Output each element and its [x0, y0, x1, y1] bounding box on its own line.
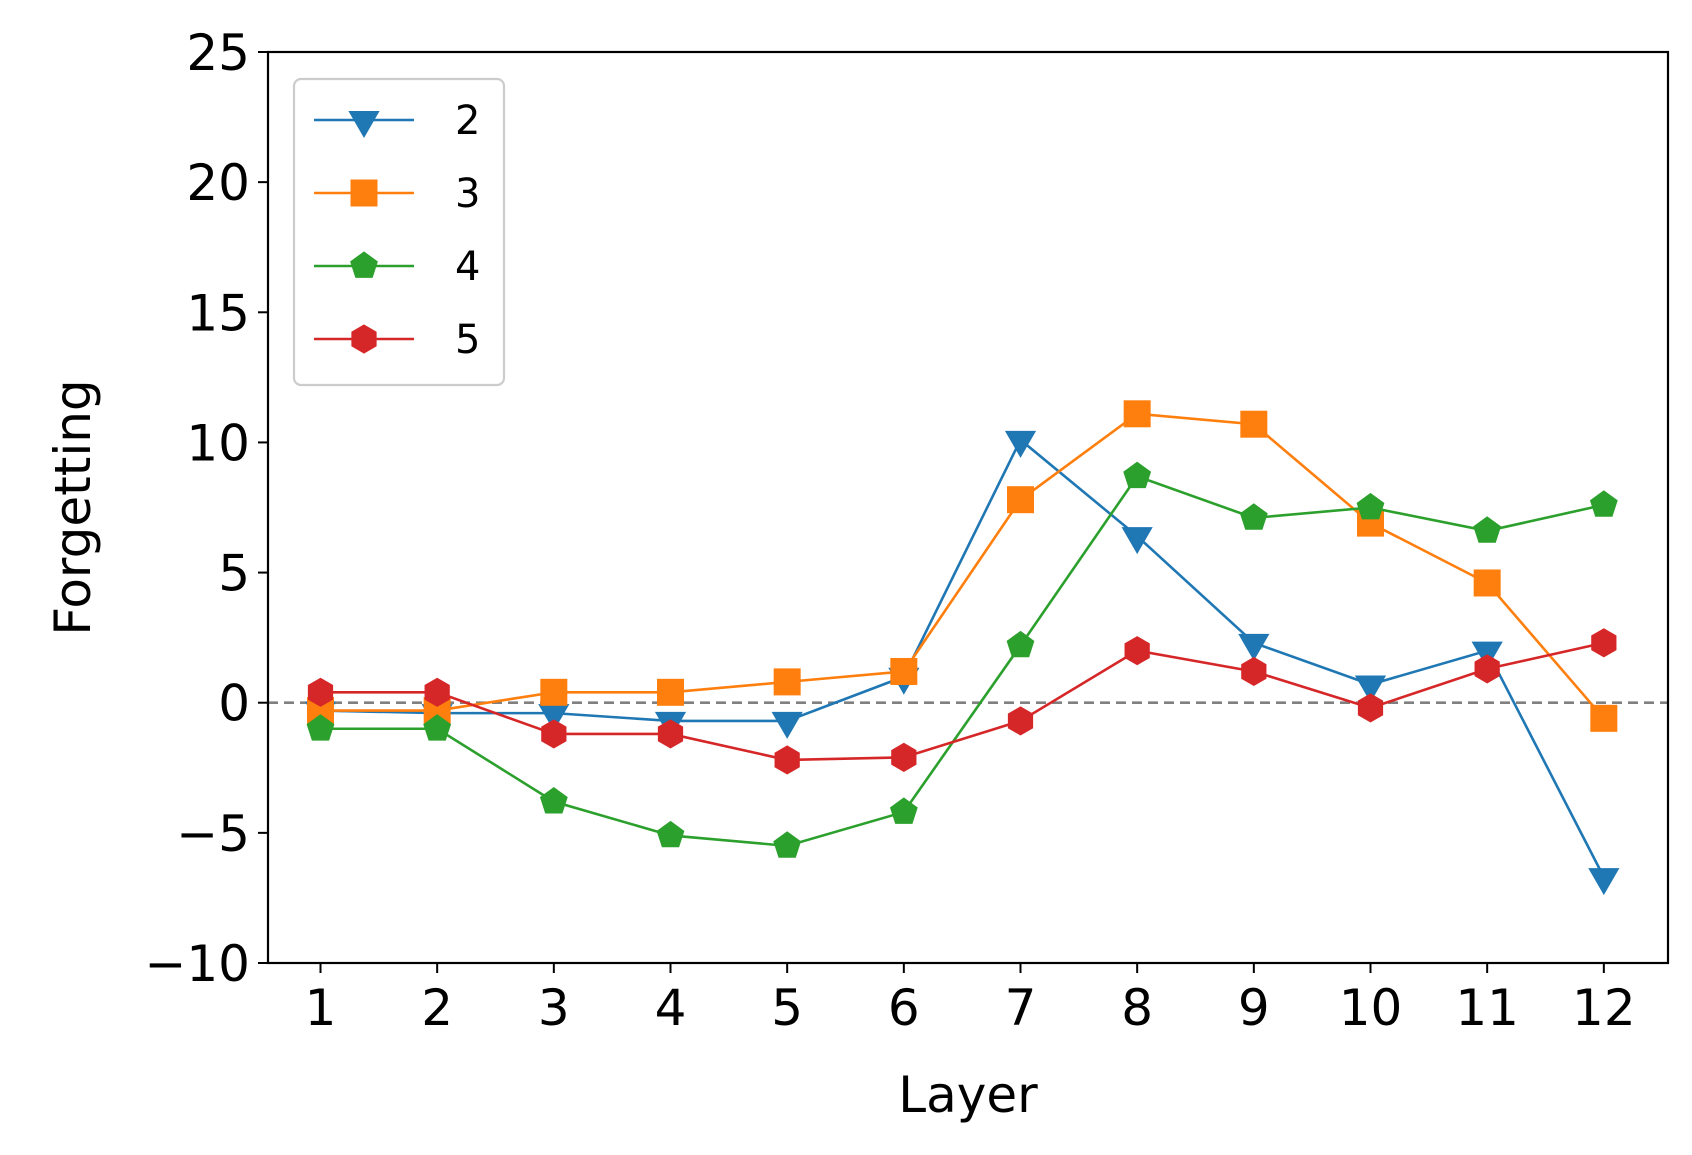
- data-point-series-4: [306, 714, 335, 741]
- legend-item-2: 2: [314, 98, 480, 144]
- x-tick-label: 11: [1455, 979, 1519, 1037]
- legend-marker: [351, 324, 377, 354]
- data-point-series-4: [1123, 461, 1152, 489]
- legend: 2 3 4 5: [292, 77, 506, 387]
- series-2: [304, 430, 1620, 896]
- legend-marker: [348, 111, 380, 139]
- x-axis-label: Layer: [898, 1066, 1038, 1124]
- legend-item-3: 3: [314, 171, 480, 217]
- series-5: [307, 628, 1617, 775]
- data-point-series-2: [1588, 868, 1620, 896]
- x-tick-label: 9: [1238, 979, 1270, 1037]
- y-tick-label: 25: [186, 24, 250, 82]
- data-point-series-3: [1240, 410, 1268, 438]
- x-axis-ticks: 1 2 3 4 5 6 7 8 9 10 11 12: [305, 963, 1636, 1037]
- y-tick-label: 15: [186, 284, 250, 342]
- data-point-series-3: [890, 657, 918, 685]
- data-point-series-4: [539, 787, 568, 814]
- data-point-series-4: [1589, 490, 1618, 517]
- data-point-series-2: [771, 711, 803, 739]
- y-axis-ticks: −10 −5 0 5 10 15 20 25: [144, 24, 268, 993]
- data-point-series-5: [774, 745, 800, 775]
- data-point-series-5: [1241, 656, 1267, 687]
- x-tick-label: 4: [655, 979, 687, 1037]
- data-point-series-5: [891, 742, 917, 772]
- data-point-series-5: [657, 719, 684, 749]
- y-tick-label: −10: [144, 935, 250, 993]
- data-point-series-3: [773, 668, 801, 696]
- legend-item-4: 4: [314, 244, 480, 290]
- y-tick-label: 20: [186, 154, 250, 212]
- series-4: [306, 461, 1618, 858]
- x-tick-label: 8: [1121, 979, 1153, 1037]
- legend-item-5: 5: [314, 317, 480, 363]
- data-point-series-4: [889, 797, 918, 824]
- x-tick-label: 1: [305, 979, 337, 1037]
- legend-marker: [350, 251, 378, 278]
- x-tick-label: 5: [771, 979, 803, 1037]
- data-point-series-4: [773, 831, 802, 858]
- legend-box: [292, 77, 506, 387]
- data-point-series-2: [1238, 633, 1270, 661]
- y-tick-label: 0: [218, 675, 250, 733]
- legend-label: 4: [455, 244, 480, 290]
- y-tick-label: 10: [186, 414, 250, 472]
- series-3: [307, 400, 1618, 732]
- y-tick-label: −5: [176, 805, 250, 863]
- data-point-series-5: [1007, 706, 1034, 736]
- data-point-series-2: [1004, 430, 1037, 458]
- x-tick-label: 10: [1339, 979, 1403, 1037]
- legend-label: 2: [455, 98, 480, 144]
- data-point-series-4: [1006, 630, 1035, 658]
- legend-label: 3: [455, 171, 480, 217]
- data-point-series-4: [1356, 492, 1385, 520]
- data-point-series-5: [1357, 693, 1384, 723]
- data-point-series-3: [1473, 569, 1501, 597]
- y-tick-label: 5: [218, 545, 250, 603]
- data-point-series-5: [307, 677, 334, 707]
- data-point-series-5: [1474, 654, 1500, 684]
- legend-marker: [350, 179, 378, 207]
- data-point-series-4: [1239, 503, 1268, 530]
- data-point-series-2: [1354, 675, 1387, 703]
- series-group: [304, 400, 1620, 896]
- data-point-series-2: [1121, 527, 1153, 555]
- data-point-series-4: [423, 714, 452, 741]
- y-axis-label: Forgetting: [44, 379, 102, 635]
- data-point-series-4: [1473, 516, 1502, 543]
- series-line-3: [320, 412, 1605, 720]
- data-point-series-3: [1007, 486, 1034, 514]
- x-tick-label: 3: [538, 979, 570, 1037]
- x-tick-label: 2: [421, 979, 453, 1037]
- series-line-5: [320, 641, 1605, 762]
- data-point-series-5: [1124, 636, 1150, 666]
- x-tick-label: 12: [1572, 979, 1636, 1037]
- data-point-series-3: [657, 678, 684, 706]
- plot-frame: [266, 50, 1670, 965]
- series-line-2: [320, 437, 1605, 878]
- series-line-4: [320, 474, 1605, 848]
- data-point-series-3: [1123, 400, 1151, 428]
- legend-label: 5: [455, 317, 480, 363]
- data-point-series-5: [1591, 628, 1617, 658]
- data-point-series-3: [540, 678, 568, 706]
- data-point-series-5: [424, 677, 450, 707]
- data-point-series-5: [541, 719, 567, 749]
- x-tick-label: 7: [1005, 979, 1037, 1037]
- x-tick-label: 6: [888, 979, 920, 1037]
- data-point-series-3: [1590, 704, 1618, 732]
- data-point-series-4: [656, 820, 685, 848]
